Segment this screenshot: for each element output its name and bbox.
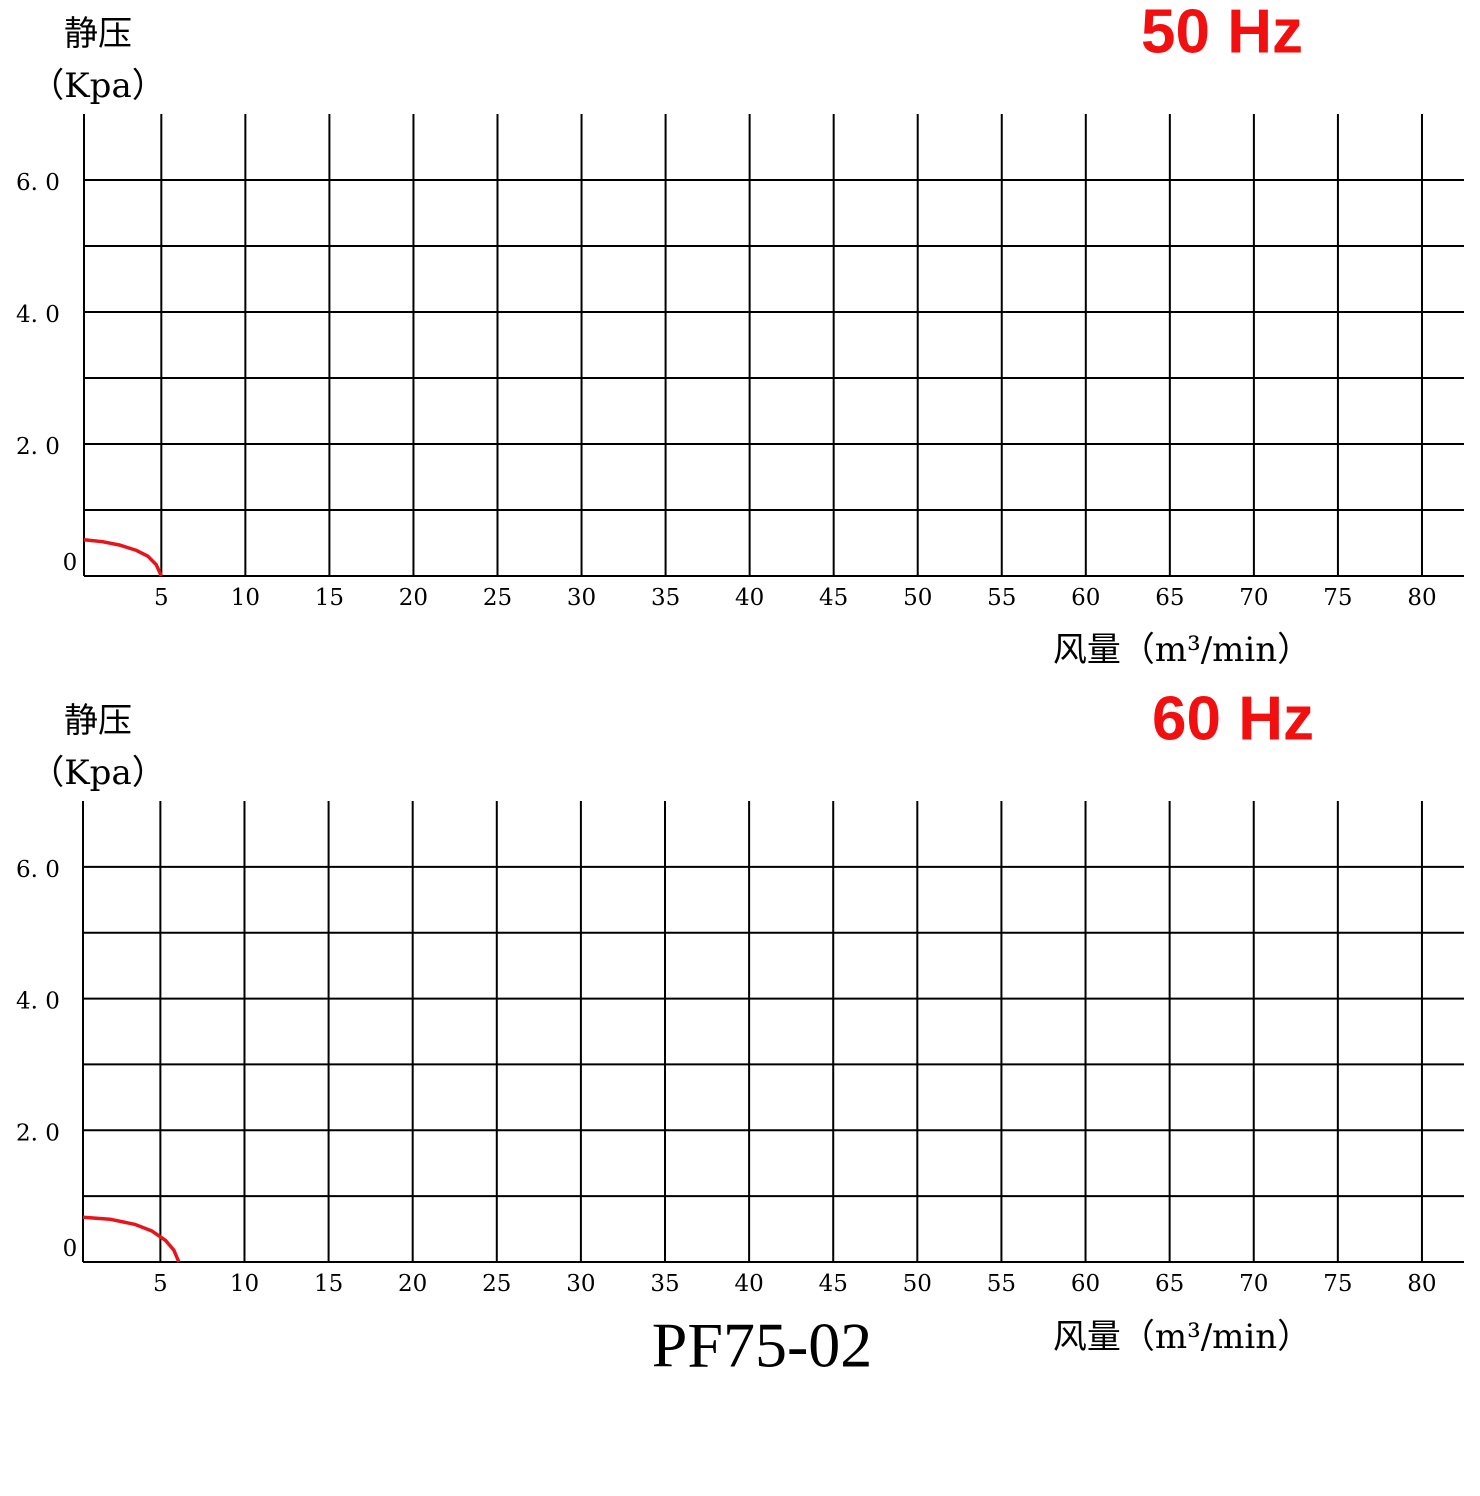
x-tick-label: 55 — [987, 1271, 1016, 1297]
x-tick-label: 45 — [819, 1271, 848, 1297]
frequency-title: 50 Hz — [1141, 0, 1303, 66]
model-label: PF75-02 — [652, 1310, 873, 1381]
x-tick-label: 75 — [1323, 1271, 1352, 1297]
y-axis-label: 静压 — [64, 701, 132, 741]
y-tick-label: 4. 0 — [16, 302, 60, 328]
curve — [83, 537, 163, 577]
x-tick-label: 60 — [1071, 585, 1100, 611]
x-tick-label: 70 — [1239, 585, 1268, 611]
x-tick-label: 10 — [231, 585, 260, 611]
x-tick-label: 15 — [314, 1271, 343, 1297]
x-tick-label: 65 — [1155, 585, 1184, 611]
y-axis-unit: （Kpa） — [30, 66, 165, 106]
x-tick-label: 35 — [650, 1271, 679, 1297]
x-axis-label: 风量（m³/min） — [1053, 1317, 1311, 1357]
x-tick-label: 5 — [154, 585, 169, 611]
x-tick-label: 40 — [734, 1271, 763, 1297]
x-tick-label: 30 — [566, 1271, 595, 1297]
y-tick-label: 2. 0 — [16, 434, 60, 460]
curve — [82, 1215, 181, 1263]
x-tick-label: 80 — [1407, 1271, 1436, 1297]
x-tick-label: 70 — [1239, 1271, 1268, 1297]
x-tick-label: 10 — [230, 1271, 259, 1297]
y-axis-label: 静压 — [64, 14, 132, 54]
x-tick-label: 65 — [1155, 1271, 1184, 1297]
x-tick-label: 30 — [567, 585, 596, 611]
x-tick-label: 5 — [153, 1271, 168, 1297]
x-tick-label: 15 — [315, 585, 344, 611]
y-tick-label: 2. 0 — [16, 1120, 60, 1146]
y-tick-label: 0 — [63, 550, 78, 576]
x-tick-label: 20 — [399, 585, 428, 611]
y-axis-unit: （Kpa） — [30, 753, 165, 793]
frequency-title: 60 Hz — [1152, 684, 1314, 753]
x-tick-label: 35 — [651, 585, 680, 611]
y-tick-label: 4. 0 — [16, 989, 60, 1015]
x-tick-label: 50 — [903, 585, 932, 611]
x-tick-label: 45 — [819, 585, 848, 611]
y-tick-label: 0 — [63, 1236, 78, 1262]
x-tick-label: 20 — [398, 1271, 427, 1297]
x-tick-label: 25 — [483, 585, 512, 611]
x-axis-label: 风量（m³/min） — [1053, 630, 1311, 670]
x-tick-label: 75 — [1323, 585, 1352, 611]
x-tick-label: 40 — [735, 585, 764, 611]
y-tick-label: 6. 0 — [16, 857, 60, 883]
x-tick-label: 25 — [482, 1271, 511, 1297]
y-tick-label: 6. 0 — [16, 170, 60, 196]
x-tick-label: 55 — [987, 585, 1016, 611]
x-tick-label: 60 — [1071, 1271, 1100, 1297]
x-tick-label: 50 — [903, 1271, 932, 1297]
x-tick-label: 80 — [1407, 585, 1436, 611]
